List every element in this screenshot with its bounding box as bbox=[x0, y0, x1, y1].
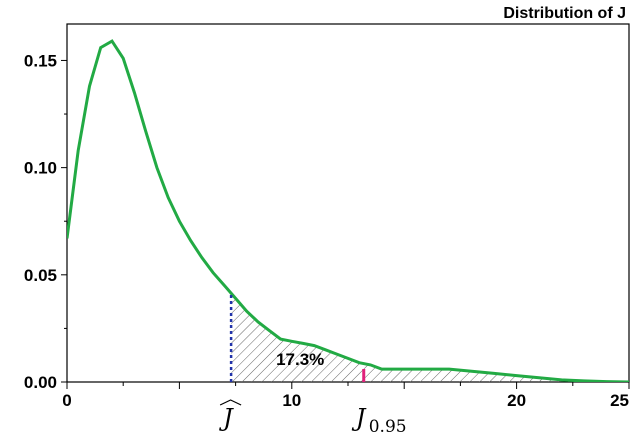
marker-label-0: J bbox=[218, 399, 242, 432]
marker-label-base: J bbox=[351, 404, 367, 432]
y-tick-label: 0.00 bbox=[24, 373, 57, 392]
x-tick-label: 25 bbox=[610, 391, 629, 410]
y-tick-label: 0.05 bbox=[24, 266, 57, 285]
y-tick-label: 0.15 bbox=[24, 51, 57, 70]
hat-accent bbox=[219, 399, 242, 406]
density-curve bbox=[67, 39, 629, 382]
x-tick-label: 0 bbox=[62, 391, 71, 410]
marker-lines bbox=[229, 293, 366, 382]
x-tick-label: 20 bbox=[507, 391, 526, 410]
shaded-tail-area bbox=[231, 293, 629, 382]
marker-label-base: J bbox=[218, 404, 234, 432]
marker-label-1: J 0.95 bbox=[351, 404, 407, 437]
y-tick-label: 0.10 bbox=[24, 159, 57, 178]
chart-title: Distribution of J bbox=[503, 5, 626, 22]
plot-frame bbox=[66, 23, 630, 383]
y-axis: 0.00 0.05 0.10 0.15 bbox=[24, 51, 67, 392]
tail-area-label: 17.3% bbox=[276, 350, 324, 369]
marker-label-subscript: 0.95 bbox=[369, 417, 407, 437]
marker-labels: J J 0.95 bbox=[218, 399, 407, 437]
x-tick-label: 10 bbox=[282, 391, 301, 410]
x-axis: 0 10 20 25 bbox=[62, 382, 630, 410]
